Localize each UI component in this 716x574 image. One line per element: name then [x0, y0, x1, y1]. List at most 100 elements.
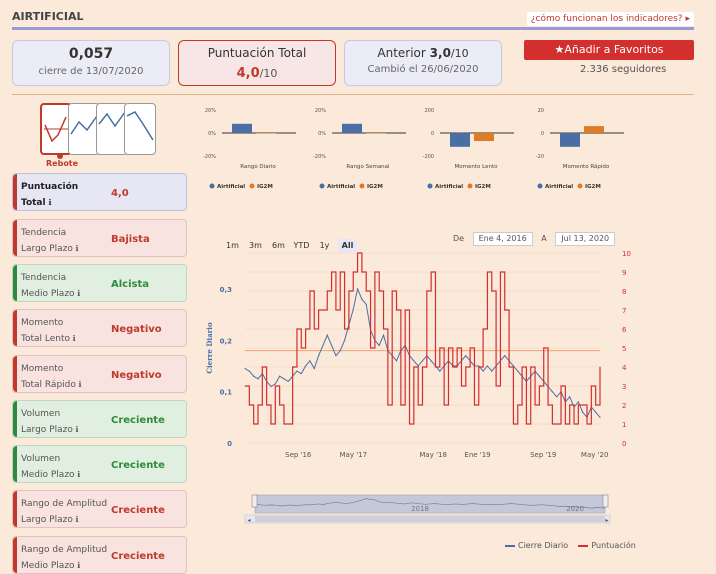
bar-airtificial[interactable]: [342, 123, 362, 133]
close-value: 0,057: [68, 46, 114, 62]
info-icon[interactable]: ℹ: [74, 289, 81, 298]
indicator-volumen-medio-plazo[interactable]: Volumen Medio Plazo ℹ Creciente: [12, 445, 187, 483]
navigator-handle-left[interactable]: [251, 494, 258, 508]
range-button-1m[interactable]: 1m: [226, 241, 239, 250]
score-point: [261, 366, 263, 368]
close-price-point: [339, 349, 341, 352]
y-tick-label: 0: [227, 440, 232, 448]
bar-ig2m[interactable]: [256, 133, 276, 134]
close-price-point: [395, 360, 398, 362]
indicator-label-line2: Total Lento: [21, 334, 71, 344]
indicator-accent: [13, 310, 17, 346]
bar-airtificial[interactable]: [560, 133, 580, 147]
legend-label-airtificial[interactable]: Airtificial: [435, 184, 463, 190]
close-price-point: [313, 367, 315, 370]
bar-ig2m[interactable]: [584, 126, 604, 133]
bar-airtificial[interactable]: [232, 123, 252, 133]
y2-tick-label: 2: [622, 402, 626, 410]
close-price-point: [478, 365, 480, 367]
legend-dot-airtificial: [319, 183, 325, 189]
indicator-rango-de-amplitud-medio-plazo[interactable]: Rango de Amplitud Medio Plazo ℹ Creciente: [12, 536, 187, 574]
indicator-value: Creciente: [111, 415, 165, 426]
legend-label-airtificial[interactable]: Airtificial: [327, 184, 355, 190]
info-icon[interactable]: ℹ: [74, 470, 81, 479]
pattern-thumb-3[interactable]: [96, 103, 128, 155]
indicator-label-line1: Tendencia: [21, 228, 67, 238]
info-icon[interactable]: ℹ: [72, 244, 79, 253]
help-link[interactable]: ¿cómo funcionan los indicadores? ▸: [526, 12, 694, 26]
indicator-rango-de-amplitud-largo-plazo[interactable]: Rango de Amplitud Largo Plazo ℹ Creciente: [12, 490, 187, 528]
info-icon[interactable]: ℹ: [74, 561, 81, 570]
y-tick-label: -20: [536, 154, 544, 160]
scroll-left-icon[interactable]: ◂: [247, 517, 250, 524]
bar-ig2m[interactable]: [366, 133, 386, 134]
scroll-right-icon[interactable]: ▸: [605, 517, 608, 524]
date-to-input[interactable]: Jul 13, 2020: [555, 232, 616, 246]
range-button-ytd[interactable]: YTD: [293, 241, 310, 250]
add-favorites-button[interactable]: ★Añadir a Favoritos: [524, 40, 694, 60]
y2-tick-label: 6: [622, 326, 627, 334]
bar-airtificial[interactable]: [450, 133, 470, 147]
trend-pattern-icon: [70, 115, 98, 135]
info-icon[interactable]: ℹ: [75, 380, 82, 389]
legend-label-airtificial[interactable]: Airtificial: [545, 184, 573, 190]
legend-label-ig2m[interactable]: IG2M: [585, 184, 601, 190]
score-point: [344, 328, 346, 330]
pattern-thumb-4[interactable]: [124, 103, 156, 155]
close-price-point: [335, 355, 337, 357]
close-price-point: [582, 411, 584, 413]
navigator-handle-right[interactable]: [602, 494, 609, 508]
range-button-1y[interactable]: 1y: [319, 241, 330, 250]
legend-dot-ig2m: [359, 183, 365, 189]
pattern-thumb-rebote[interactable]: [40, 103, 72, 155]
legend-label-ig2m[interactable]: IG2M: [257, 184, 273, 190]
score-point: [378, 290, 380, 292]
y2-tick-label: 8: [622, 288, 626, 296]
y2-tick-label: 3: [622, 383, 626, 391]
indicator-puntuacion-total[interactable]: Puntuación Total ℹ 4,0: [12, 173, 187, 211]
score-point: [473, 404, 475, 406]
score-point: [465, 366, 467, 368]
legend-dot-ig2m: [577, 183, 583, 189]
info-icon[interactable]: ℹ: [72, 425, 79, 434]
legend-close-label[interactable]: Cierre Diario: [518, 541, 569, 550]
score-point: [439, 347, 441, 349]
legend-label-airtificial[interactable]: Airtificial: [217, 184, 245, 190]
small-chart-momento-lento: 200 0 -200 Momento Lento Airtificial IG2M: [423, 108, 514, 190]
score-point: [543, 347, 545, 349]
navigator-scrollbar-thumb[interactable]: [255, 516, 605, 522]
info-icon[interactable]: ℹ: [72, 515, 79, 524]
indicator-momento-total-lento[interactable]: Momento Total Lento ℹ Negativo: [12, 309, 187, 347]
indicator-tendencia-largo-plazo[interactable]: Tendencia Largo Plazo ℹ Bajista: [12, 219, 187, 257]
indicator-label-line1: Puntuación: [21, 182, 79, 192]
score-point: [287, 423, 289, 425]
indicator-value: Creciente: [111, 551, 165, 562]
small-chart-momento-rapido: 20 0 -20 Momento Rápido Airtificial IG2M: [536, 108, 624, 190]
top-bar: AIRTIFICIAL ¿cómo funcionan los indicado…: [0, 0, 716, 32]
score-point: [318, 309, 320, 311]
indicator-volumen-largo-plazo[interactable]: Volumen Largo Plazo ℹ Creciente: [12, 400, 187, 438]
score-point: [422, 366, 423, 368]
legend-label-ig2m[interactable]: IG2M: [475, 184, 491, 190]
score-point: [404, 309, 406, 311]
score-point: [573, 423, 575, 425]
bar-ig2m[interactable]: [474, 133, 494, 142]
info-icon[interactable]: ℹ: [70, 334, 76, 343]
x-tick-label: May '17: [340, 451, 368, 459]
indicator-momento-total-rapido[interactable]: Momento Total Rápido ℹ Negativo: [12, 355, 187, 393]
indicator-label-line2: Medio Plazo: [21, 561, 75, 571]
score-point: [564, 423, 566, 425]
score-point: [508, 366, 510, 368]
date-from-input[interactable]: Ene 4, 2016: [472, 232, 533, 246]
info-icon[interactable]: ℹ: [45, 198, 52, 207]
legend-score-label[interactable]: Puntuación: [591, 541, 636, 550]
close-price-point: [287, 380, 289, 382]
close-price-point: [279, 375, 281, 377]
range-button-3m[interactable]: 3m: [249, 241, 262, 250]
legend-label-ig2m[interactable]: IG2M: [367, 184, 383, 190]
range-button-all[interactable]: All: [338, 239, 357, 252]
y-tick-label: 20%: [315, 108, 326, 114]
indicator-tendencia-medio-plazo[interactable]: Tendencia Medio Plazo ℹ Alcista: [12, 264, 187, 302]
range-button-6m[interactable]: 6m: [272, 241, 285, 250]
indicator-label-line1: Volumen: [21, 409, 61, 419]
